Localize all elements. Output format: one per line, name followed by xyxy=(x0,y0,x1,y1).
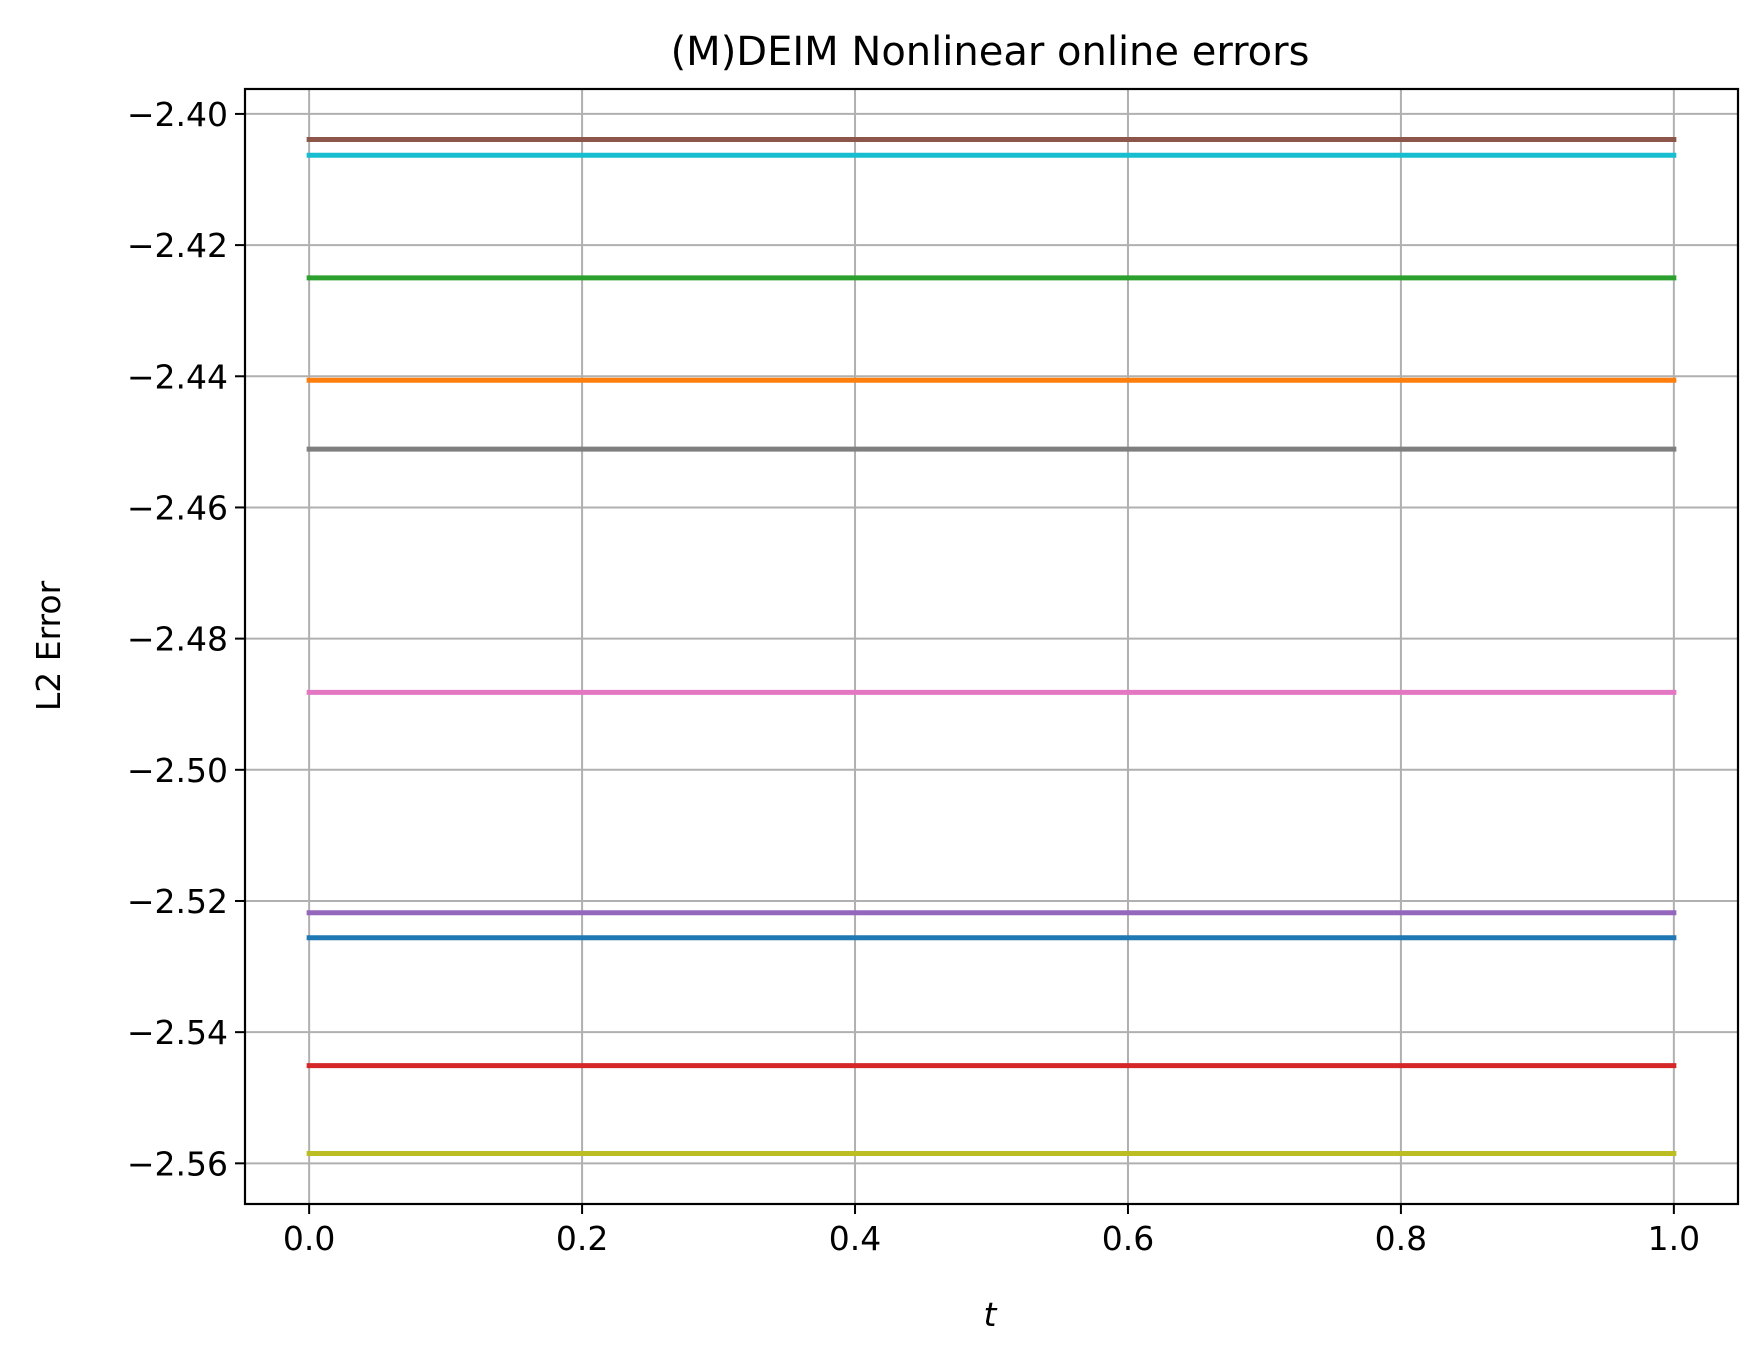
x-axis-ticks: 0.0 0.2 0.4 0.6 0.8 1.0 xyxy=(283,1204,1700,1258)
y-axis-ticks: −2.40 −2.42 −2.44 −2.46 −2.48 −2.50 −2.52 −2.54… xyxy=(127,95,245,1183)
chart-title: (M)DEIM Nonlinear online errors xyxy=(671,29,1310,75)
x-tick-label: 0.6 xyxy=(1102,1219,1154,1258)
x-axis-label: t xyxy=(984,1295,998,1334)
y-tick-label: −2.46 xyxy=(127,488,228,527)
y-tick-label: −2.50 xyxy=(127,751,228,790)
y-axis-label: L2 Error xyxy=(29,580,68,711)
y-tick-label: −2.56 xyxy=(127,1144,228,1183)
y-tick-label: −2.54 xyxy=(127,1013,228,1052)
x-tick-label: 0.0 xyxy=(283,1219,335,1258)
y-tick-label: −2.52 xyxy=(127,882,228,921)
x-tick-label: 0.4 xyxy=(829,1219,881,1258)
x-tick-label: 0.8 xyxy=(1375,1219,1427,1258)
y-tick-label: −2.48 xyxy=(127,620,228,659)
y-tick-label: −2.42 xyxy=(127,226,228,265)
x-tick-label: 1.0 xyxy=(1648,1219,1700,1258)
series-lines xyxy=(306,137,1677,1156)
x-tick-label: 0.2 xyxy=(556,1219,608,1258)
y-tick-label: −2.40 xyxy=(127,95,228,134)
y-tick-label: −2.44 xyxy=(127,357,228,396)
grid xyxy=(245,89,1738,1204)
plot-frame xyxy=(243,87,1740,1206)
